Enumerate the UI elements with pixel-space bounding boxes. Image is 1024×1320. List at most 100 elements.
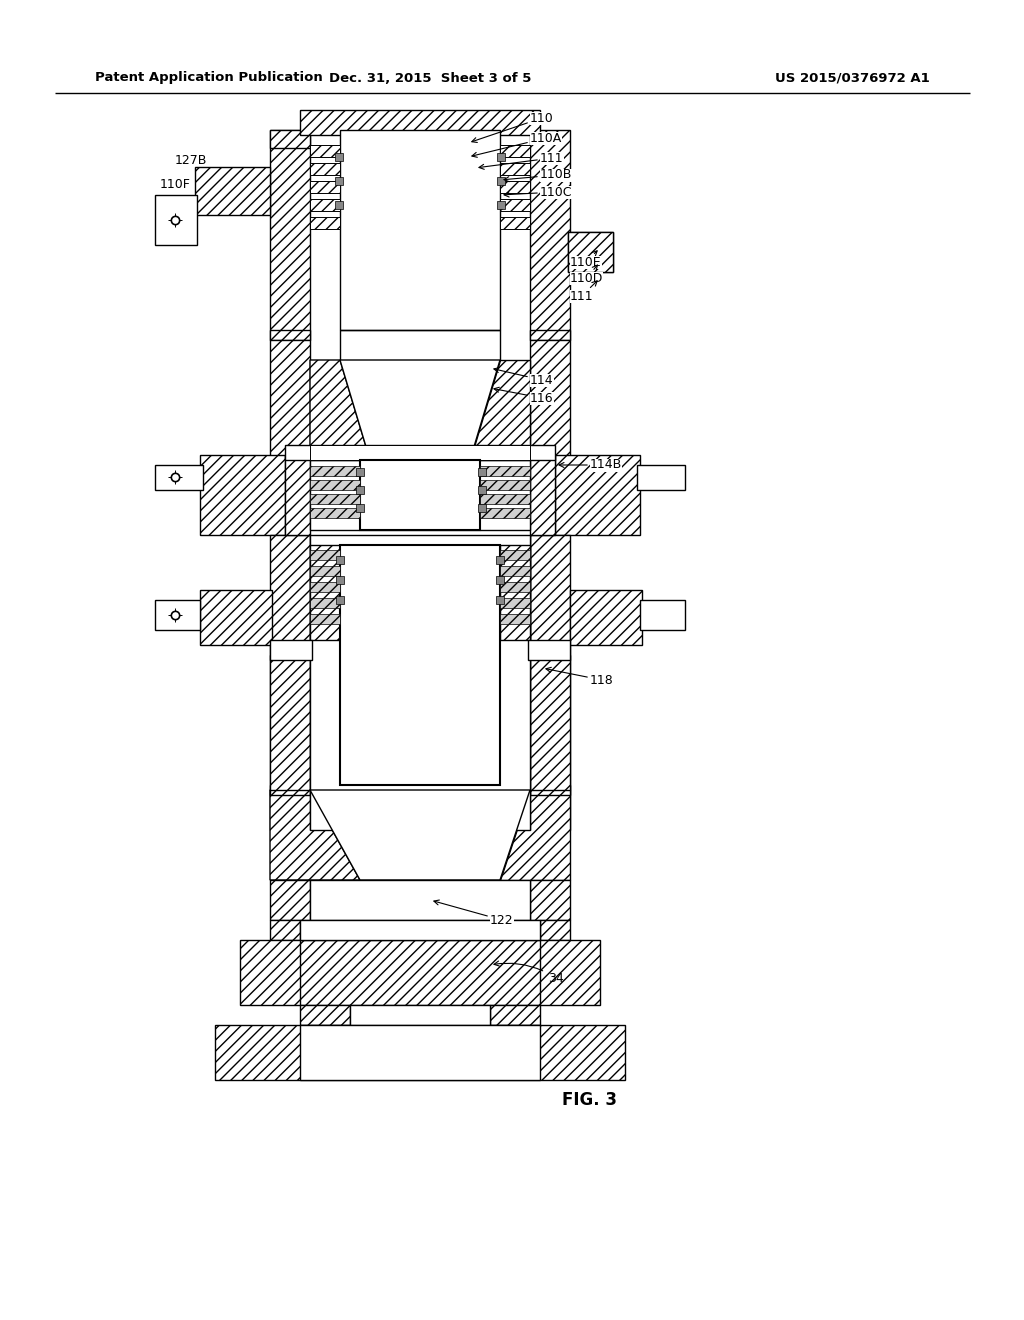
Text: FIG. 3: FIG. 3 xyxy=(562,1092,617,1109)
Bar xyxy=(496,576,504,583)
Bar xyxy=(157,602,200,628)
Polygon shape xyxy=(500,545,530,640)
Bar xyxy=(480,494,530,504)
Polygon shape xyxy=(340,360,500,459)
Text: 116: 116 xyxy=(494,387,554,404)
Bar xyxy=(336,556,344,564)
Bar xyxy=(310,880,530,920)
Polygon shape xyxy=(500,789,570,880)
Bar xyxy=(540,920,570,940)
Bar xyxy=(215,1026,625,1080)
Bar xyxy=(310,598,340,609)
Text: 110C: 110C xyxy=(504,186,572,198)
Polygon shape xyxy=(530,129,570,341)
Bar xyxy=(497,201,505,209)
Bar xyxy=(310,582,340,591)
Bar xyxy=(568,242,613,261)
Bar xyxy=(335,201,343,209)
Text: 110E: 110E xyxy=(570,251,602,268)
Polygon shape xyxy=(500,145,530,157)
Bar xyxy=(356,504,364,512)
Bar xyxy=(300,940,540,1005)
Bar xyxy=(270,341,310,459)
Polygon shape xyxy=(310,145,340,157)
Bar xyxy=(530,880,570,920)
Polygon shape xyxy=(568,232,613,272)
Bar xyxy=(310,466,360,477)
Bar xyxy=(155,465,203,490)
Text: 122: 122 xyxy=(434,900,514,927)
Polygon shape xyxy=(310,162,340,176)
Bar xyxy=(642,602,685,628)
Bar xyxy=(497,177,505,185)
Bar xyxy=(478,504,486,512)
Bar xyxy=(270,640,312,660)
Bar xyxy=(300,1005,350,1026)
Bar xyxy=(356,469,364,477)
Bar xyxy=(500,614,530,624)
Bar xyxy=(640,601,685,630)
Bar xyxy=(270,655,310,789)
Bar xyxy=(155,467,203,488)
Bar xyxy=(310,459,530,531)
Bar xyxy=(336,576,344,583)
Bar xyxy=(310,566,340,576)
Bar xyxy=(500,582,530,591)
Bar xyxy=(270,535,310,830)
Bar xyxy=(480,480,530,490)
Bar xyxy=(490,1005,540,1026)
Polygon shape xyxy=(500,216,530,228)
Polygon shape xyxy=(310,545,340,640)
Bar xyxy=(528,640,570,660)
Polygon shape xyxy=(470,360,530,459)
Bar xyxy=(310,508,360,517)
Bar xyxy=(568,232,613,272)
Polygon shape xyxy=(195,168,270,215)
Bar xyxy=(155,205,197,235)
Bar xyxy=(310,535,530,830)
Polygon shape xyxy=(310,789,530,880)
Bar xyxy=(500,598,530,609)
Text: Patent Application Publication: Patent Application Publication xyxy=(95,71,323,84)
Bar xyxy=(570,590,642,645)
Polygon shape xyxy=(500,162,530,176)
Bar xyxy=(500,566,530,576)
Text: 110D: 110D xyxy=(570,265,603,285)
Text: Dec. 31, 2015  Sheet 3 of 5: Dec. 31, 2015 Sheet 3 of 5 xyxy=(329,71,531,84)
Polygon shape xyxy=(270,330,310,341)
Polygon shape xyxy=(310,216,340,228)
Text: 34: 34 xyxy=(494,961,564,985)
Polygon shape xyxy=(300,110,540,135)
Text: 110B: 110B xyxy=(504,169,572,182)
Bar xyxy=(310,614,340,624)
Bar xyxy=(300,1026,540,1080)
Bar xyxy=(500,550,530,560)
Text: US 2015/0376972 A1: US 2015/0376972 A1 xyxy=(775,71,930,84)
Polygon shape xyxy=(270,129,310,148)
Bar xyxy=(285,445,555,459)
Bar xyxy=(155,195,197,246)
Bar xyxy=(637,467,685,488)
Text: 111: 111 xyxy=(479,152,563,169)
Bar xyxy=(285,455,310,535)
Bar xyxy=(310,480,360,490)
Bar xyxy=(270,785,310,795)
Bar xyxy=(478,486,486,494)
Bar xyxy=(310,494,360,504)
Text: 118: 118 xyxy=(546,668,613,686)
Bar xyxy=(530,341,570,459)
Bar xyxy=(310,550,340,560)
Bar xyxy=(200,590,272,645)
Bar xyxy=(335,177,343,185)
Text: 110A: 110A xyxy=(472,132,562,157)
Polygon shape xyxy=(530,330,570,341)
Polygon shape xyxy=(270,789,360,880)
Text: 110: 110 xyxy=(472,111,554,143)
Bar xyxy=(530,655,570,789)
Text: 127B: 127B xyxy=(175,153,208,166)
Bar xyxy=(240,940,600,1005)
Bar xyxy=(200,455,285,535)
Bar xyxy=(360,459,480,531)
Text: 114: 114 xyxy=(494,367,554,387)
Polygon shape xyxy=(270,129,310,341)
